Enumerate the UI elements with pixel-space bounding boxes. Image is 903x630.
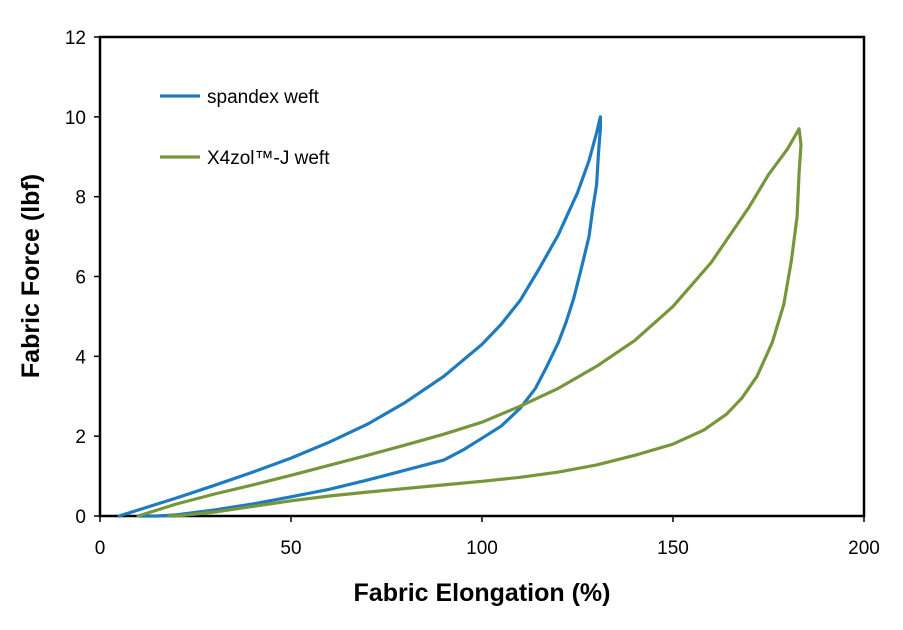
series-line-spandex-weft bbox=[117, 115, 603, 518]
series-layer bbox=[117, 115, 803, 518]
x-tick-label: 50 bbox=[280, 538, 301, 559]
x-axis: 0 50 100 150 200 bbox=[95, 516, 880, 559]
legend: spandex weft X4zol™-J weft bbox=[160, 87, 330, 169]
y-tick-label: 6 bbox=[75, 268, 86, 289]
y-axis: 0 2 4 6 8 10 12 bbox=[65, 28, 100, 528]
y-axis-title: Fabric Force (lbf) bbox=[17, 174, 45, 378]
x-tick-label: 200 bbox=[848, 538, 880, 559]
y-tick-label: 8 bbox=[75, 188, 86, 209]
x-tick-label: 0 bbox=[95, 538, 106, 559]
y-tick-label: 2 bbox=[75, 427, 86, 448]
x-tick-label: 150 bbox=[657, 538, 689, 559]
y-tick-label: 4 bbox=[75, 347, 86, 368]
y-tick-label: 0 bbox=[75, 507, 86, 528]
y-tick-label: 12 bbox=[65, 28, 86, 49]
series-line-x4zol-j-weft bbox=[136, 127, 803, 518]
legend-label: X4zol™-J weft bbox=[207, 148, 330, 169]
plot-frame bbox=[98, 35, 866, 518]
legend-label: spandex weft bbox=[207, 87, 320, 108]
y-tick-label: 10 bbox=[65, 108, 86, 129]
x-axis-title: Fabric Elongation (%) bbox=[354, 579, 611, 607]
x-tick-label: 100 bbox=[466, 538, 498, 559]
